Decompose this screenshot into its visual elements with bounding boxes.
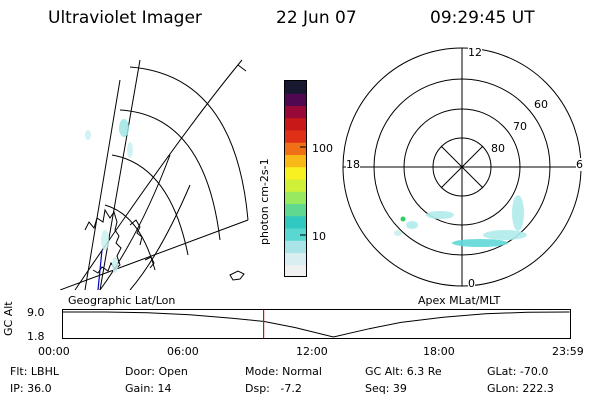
xtick-0000: 00:00 <box>38 345 70 358</box>
chart-ylabel: GC Alt <box>2 301 15 336</box>
glat-info: GLat: -70.0 <box>487 365 549 378</box>
glon-info: GLon: 222.3 <box>487 382 554 395</box>
colorbar-unit: photon cm-2s-1 <box>258 158 271 245</box>
colorbar-band <box>285 228 306 241</box>
colorbar-band <box>285 166 306 180</box>
flt-info: Flt: LBHL <box>10 365 59 378</box>
lat-circle-outer <box>129 66 249 221</box>
mlat-label-80: 80 <box>491 142 505 155</box>
gcalt-info: GC Alt: 6.3 Re <box>365 365 442 378</box>
colorbar-band <box>285 154 306 168</box>
seq-info: Seq: 39 <box>365 382 407 395</box>
colorbar-band <box>285 191 306 204</box>
altitude-series-line <box>63 311 570 338</box>
colorbar-band <box>285 203 306 217</box>
colorbar-band <box>285 142 306 155</box>
chart-frame <box>62 309 571 339</box>
colorbar-band <box>285 179 306 192</box>
colorbar-band <box>285 81 306 94</box>
polar-plot <box>342 47 582 287</box>
instrument-title: Ultraviolet Imager <box>48 8 202 28</box>
mlt-label-0: 0 <box>468 277 475 290</box>
gain-info: Gain: 14 <box>125 382 172 395</box>
colorbar-band <box>285 93 306 106</box>
colorbar-band <box>285 105 306 119</box>
geographic-map <box>60 59 249 290</box>
altitude-chart <box>62 309 571 339</box>
mlt-label-12: 12 <box>468 46 482 59</box>
colorbar-band <box>285 117 306 131</box>
colorbar-tick-10: 10 <box>312 230 326 243</box>
colorbar-band <box>285 264 306 278</box>
xtick-2359: 23:59 <box>552 345 584 358</box>
colorbar-band <box>285 130 306 143</box>
mlat-label-70: 70 <box>513 120 527 133</box>
xtick-0600: 06:00 <box>167 345 199 358</box>
ytick-9: 9.0 <box>27 306 45 319</box>
date-label: 22 Jun 07 <box>276 8 357 28</box>
ytick-1.8: 1.8 <box>27 330 45 343</box>
mode-info: Mode: Normal <box>245 365 322 378</box>
colorbar <box>284 80 307 278</box>
xtick-1800: 18:00 <box>423 345 455 358</box>
xtick-1200: 12:00 <box>296 345 328 358</box>
geographic-label: Geographic Lat/Lon <box>68 294 176 307</box>
colorbar-band <box>285 240 306 253</box>
dsp-info: Dsp: -7.2 <box>245 382 302 395</box>
door-info: Door: Open <box>125 365 188 378</box>
time-label: 09:29:45 UT <box>430 8 535 28</box>
colorbar-label: photon cm-2s-1 <box>258 158 271 245</box>
colorbar-band <box>285 252 306 266</box>
colorbar-band <box>285 215 306 229</box>
mlt-label-18: 18 <box>346 158 360 171</box>
colorbar-tick-100: 100 <box>312 142 333 155</box>
apex-label: Apex MLat/MLT <box>418 294 501 307</box>
mlat-label-60: 60 <box>534 98 548 111</box>
ip-info: IP: 36.0 <box>10 382 52 395</box>
mlt-label-6: 6 <box>576 158 583 171</box>
